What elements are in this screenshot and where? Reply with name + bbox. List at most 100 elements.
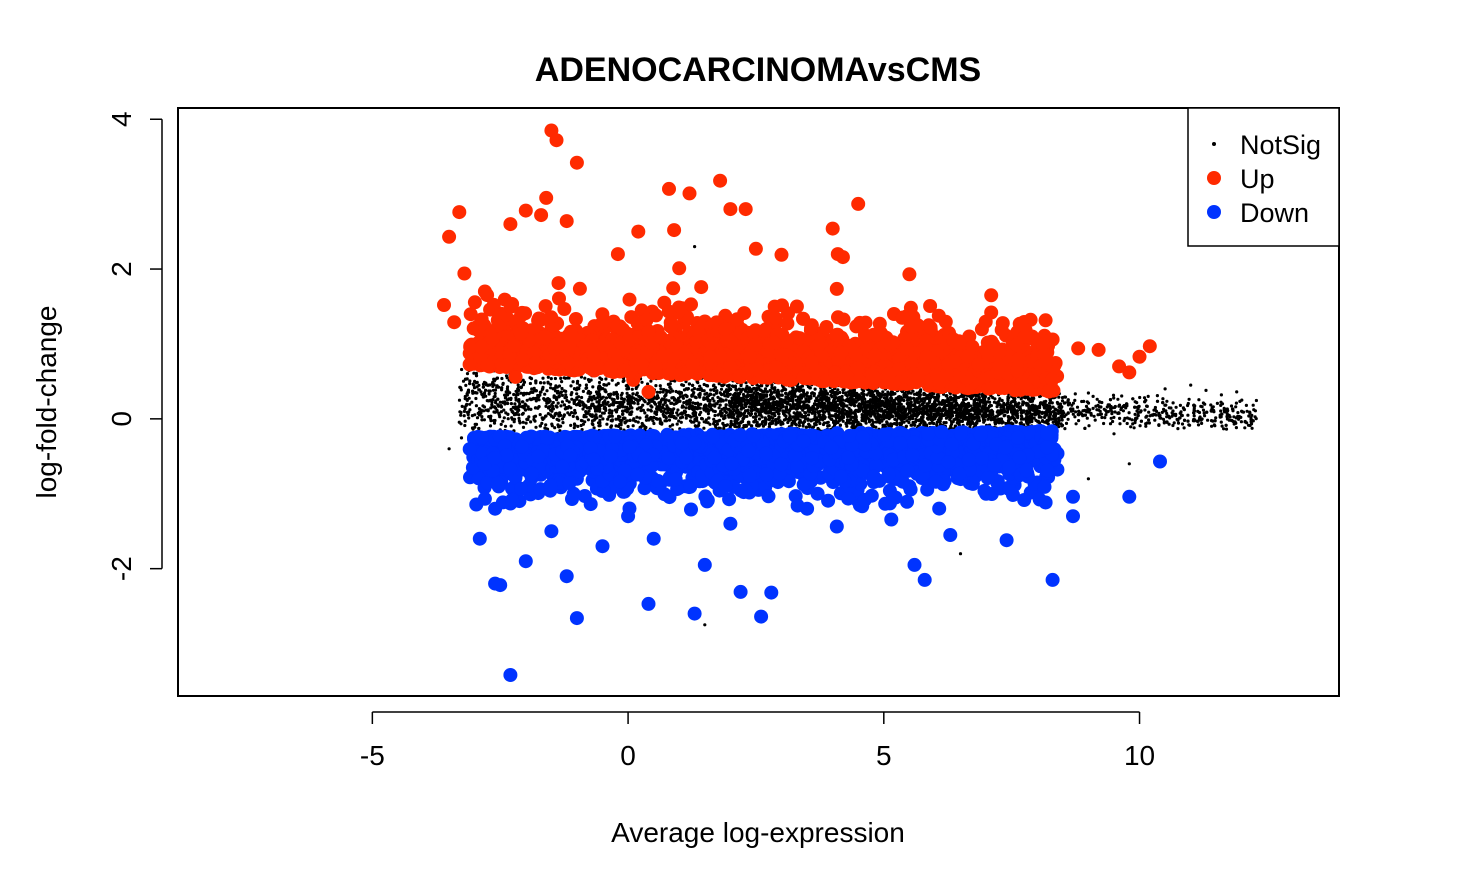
point-notsig bbox=[604, 377, 608, 381]
point-notsig bbox=[1224, 427, 1229, 431]
point-notsig bbox=[944, 416, 949, 420]
point-notsig bbox=[917, 408, 921, 412]
point-notsig bbox=[1204, 388, 1208, 392]
point-notsig bbox=[688, 398, 692, 402]
point-notsig bbox=[780, 420, 784, 424]
point-notsig bbox=[655, 390, 660, 394]
point-notsig bbox=[752, 396, 757, 400]
point-notsig bbox=[1012, 405, 1016, 409]
point-notsig bbox=[854, 414, 858, 418]
point-notsig bbox=[810, 411, 814, 415]
point-notsig bbox=[461, 379, 466, 383]
point-notsig bbox=[1247, 414, 1251, 418]
point-notsig bbox=[1103, 416, 1107, 420]
point-notsig bbox=[742, 394, 746, 398]
point-notsig bbox=[616, 396, 620, 400]
point-notsig bbox=[1219, 409, 1223, 413]
point-notsig bbox=[776, 389, 780, 393]
point-notsig bbox=[584, 415, 588, 419]
point-notsig bbox=[726, 394, 730, 398]
point-notsig bbox=[769, 422, 773, 426]
point-notsig bbox=[605, 422, 609, 426]
point-notsig bbox=[750, 424, 754, 428]
point-notsig bbox=[757, 417, 762, 421]
point-notsig bbox=[1245, 409, 1249, 413]
point-notsig bbox=[933, 398, 937, 403]
point-notsig bbox=[1000, 409, 1004, 413]
point-notsig bbox=[1000, 398, 1004, 403]
point-notsig bbox=[712, 393, 716, 397]
point-notsig bbox=[609, 419, 613, 423]
point-notsig bbox=[735, 388, 739, 392]
point-notsig bbox=[1136, 407, 1140, 411]
point-notsig bbox=[755, 423, 759, 427]
point-notsig bbox=[534, 379, 538, 383]
point-notsig bbox=[576, 379, 580, 383]
point-notsig bbox=[905, 402, 910, 406]
point-notsig bbox=[717, 382, 721, 386]
point-notsig bbox=[769, 390, 773, 394]
point-notsig bbox=[1019, 397, 1023, 401]
point-notsig bbox=[687, 405, 692, 409]
point-notsig bbox=[947, 409, 951, 413]
chart-title: ADENOCARCINOMAvsCMS bbox=[535, 51, 981, 89]
point-notsig bbox=[739, 396, 743, 401]
point-notsig bbox=[1201, 408, 1206, 412]
point-notsig bbox=[1161, 417, 1166, 421]
point-notsig bbox=[1196, 423, 1201, 427]
point-notsig bbox=[1083, 426, 1087, 430]
point-notsig bbox=[558, 411, 562, 415]
point-notsig bbox=[881, 413, 885, 417]
point-notsig bbox=[1077, 419, 1081, 423]
point-notsig bbox=[920, 415, 924, 419]
point-notsig bbox=[873, 395, 878, 399]
point-notsig bbox=[523, 402, 527, 406]
point-notsig bbox=[492, 395, 496, 399]
point-notsig bbox=[726, 413, 730, 417]
point-notsig bbox=[603, 389, 607, 393]
point-notsig bbox=[597, 392, 601, 396]
point-notsig bbox=[863, 401, 867, 405]
point-notsig bbox=[475, 380, 479, 384]
point-notsig bbox=[458, 410, 462, 414]
point-notsig bbox=[798, 400, 803, 404]
point-notsig bbox=[959, 394, 963, 398]
point-notsig bbox=[589, 378, 593, 382]
point-notsig bbox=[563, 396, 567, 400]
point-notsig bbox=[897, 395, 901, 399]
point-notsig bbox=[757, 402, 762, 406]
point-notsig bbox=[887, 414, 891, 418]
point-notsig bbox=[640, 421, 644, 426]
point-notsig bbox=[668, 424, 672, 428]
point-notsig bbox=[543, 426, 547, 430]
point-notsig bbox=[1099, 405, 1103, 409]
point-notsig bbox=[1100, 415, 1104, 420]
point-notsig bbox=[505, 376, 509, 380]
point-notsig bbox=[1064, 421, 1069, 425]
point-notsig bbox=[1051, 405, 1055, 409]
point-notsig bbox=[696, 406, 701, 410]
point-notsig bbox=[909, 408, 913, 412]
point-notsig bbox=[961, 417, 965, 421]
point-notsig bbox=[1011, 422, 1015, 426]
point-notsig bbox=[639, 405, 643, 410]
point-notsig bbox=[943, 407, 947, 411]
point-notsig bbox=[703, 392, 707, 396]
point-notsig bbox=[570, 397, 574, 401]
point-notsig bbox=[1048, 398, 1052, 402]
point-notsig bbox=[492, 421, 497, 425]
point-notsig bbox=[1241, 410, 1246, 414]
point-notsig bbox=[1056, 420, 1060, 425]
point-notsig bbox=[1223, 410, 1227, 414]
point-notsig bbox=[836, 403, 840, 407]
point-notsig bbox=[1183, 418, 1187, 422]
point-notsig bbox=[711, 396, 715, 401]
point-notsig bbox=[1147, 410, 1151, 414]
point-notsig bbox=[827, 415, 831, 419]
point-notsig bbox=[1186, 413, 1190, 417]
point-notsig bbox=[704, 404, 708, 408]
point-notsig bbox=[650, 399, 654, 403]
point-notsig bbox=[1202, 411, 1206, 415]
point-notsig bbox=[1209, 409, 1213, 413]
point-notsig bbox=[834, 416, 839, 420]
